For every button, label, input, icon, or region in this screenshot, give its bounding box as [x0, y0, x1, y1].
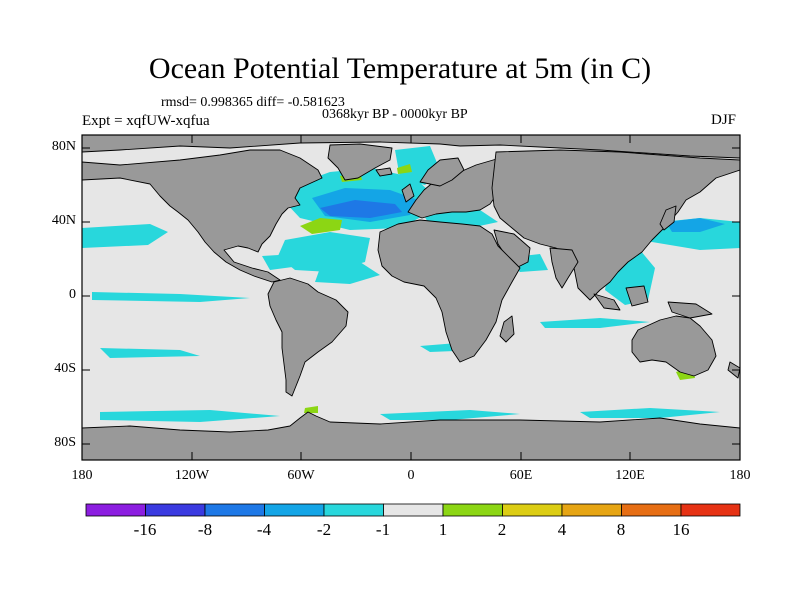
y-label-40s: 40S: [54, 361, 76, 376]
colorbar-bin-6: [383, 503, 444, 517]
colorbar-bin-7: [442, 503, 503, 517]
anomaly-patch-southern-ocean-a: [100, 410, 280, 422]
map-area: [82, 135, 740, 460]
y-label-80n: 80N: [51, 139, 76, 154]
x-label-60w: 60W: [287, 468, 315, 483]
land-south-america: [267, 277, 349, 397]
land-greenland: [327, 143, 393, 181]
x-label-120e: 120E: [615, 468, 645, 483]
experiment-label: Expt = xqfUW-xqfua: [82, 113, 210, 129]
colorbar-bin-1: [85, 503, 146, 517]
colorbar-bin-4: [264, 503, 325, 517]
anomaly-patch-warm-antarctic: [304, 406, 318, 413]
stats-label: rmsd= 0.998365 diff= -0.581623: [161, 95, 345, 110]
anomaly-patch-indian-ocean: [540, 318, 650, 328]
y-label-0: 0: [69, 287, 76, 302]
anomaly-patch-equatorial-atlantic: [315, 262, 380, 284]
colorbar-label-neg2: -2: [316, 520, 332, 539]
land-japan: [659, 205, 677, 231]
anomaly-patch-warm-north: [397, 164, 412, 174]
y-label-80s: 80S: [54, 435, 76, 450]
colorbar-label-4: 4: [557, 520, 567, 539]
x-axis-ticks: [191, 135, 631, 460]
anomaly-patch-north-atlantic-core: [320, 200, 402, 218]
colorbar-bin-3: [204, 503, 265, 517]
land-madagascar: [499, 315, 515, 343]
land-africa: [377, 219, 521, 363]
colorbar-label-neg16: -16: [133, 520, 157, 539]
anomaly-patch-southern-ocean-c: [580, 408, 720, 418]
x-label-0: 0: [407, 468, 415, 483]
x-label-60e: 60E: [509, 468, 533, 483]
land-indonesia-sumatra: [593, 293, 621, 311]
colorbar-label-neg8: -8: [197, 520, 213, 539]
colorbar-bin-8: [502, 503, 563, 517]
anomaly-patch-south-pacific: [100, 348, 200, 358]
anomaly-patch-pacific-equatorial: [92, 292, 250, 302]
y-label-40n: 40N: [51, 213, 76, 228]
colorbar-bin-9: [561, 503, 622, 517]
anomaly-patches: [82, 146, 740, 422]
land-arctic-north-band: [82, 135, 740, 159]
colorbar-bin-10: [621, 503, 682, 517]
y-axis-ticks: [82, 147, 740, 445]
season-label: DJF: [711, 112, 737, 128]
colorbar-bin-5: [323, 503, 384, 517]
land-indonesia-borneo: [625, 285, 649, 307]
land-masses: [82, 135, 740, 460]
colorbar-label-1: 1: [438, 520, 448, 539]
land-india: [549, 247, 579, 289]
land-new-guinea: [667, 301, 713, 319]
anomaly-patch-southern-ocean-b: [380, 410, 520, 420]
chart-title: Ocean Potential Temperature at 5m (in C): [148, 52, 652, 85]
x-label-120w: 120W: [174, 468, 210, 483]
colorbar: [85, 503, 741, 517]
land-australia: [631, 315, 717, 377]
period-label: 0368kyr BP - 0000kyr BP: [322, 107, 468, 122]
land-asia: [491, 149, 740, 301]
anomaly-patch-warm-atlantic: [300, 218, 342, 234]
land-north-america: [82, 149, 323, 283]
land-scandinavia: [419, 157, 465, 187]
colorbar-label-2: 2: [497, 520, 507, 539]
x-label-180-right: 180: [729, 468, 751, 483]
land-iceland: [375, 167, 393, 177]
colorbar-bin-11: [680, 503, 741, 517]
colorbar-label-neg1: -1: [375, 520, 391, 539]
land-arabia: [493, 229, 531, 269]
colorbar-bin-2: [145, 503, 206, 517]
land-antarctica: [82, 411, 740, 460]
anomaly-patch-kuroshio: [666, 218, 725, 232]
anomaly-patch-gulf-of-mexico: [262, 254, 300, 270]
colorbar-label-neg4: -4: [256, 520, 272, 539]
colorbar-label-8: 8: [616, 520, 626, 539]
land-british-isles: [401, 183, 415, 203]
anomaly-patch-atlantic-subtropical: [278, 232, 370, 272]
anomaly-patch-pacific-west: [82, 224, 168, 248]
x-label-180-left: 180: [71, 468, 93, 483]
colorbar-label-16: 16: [672, 520, 690, 539]
